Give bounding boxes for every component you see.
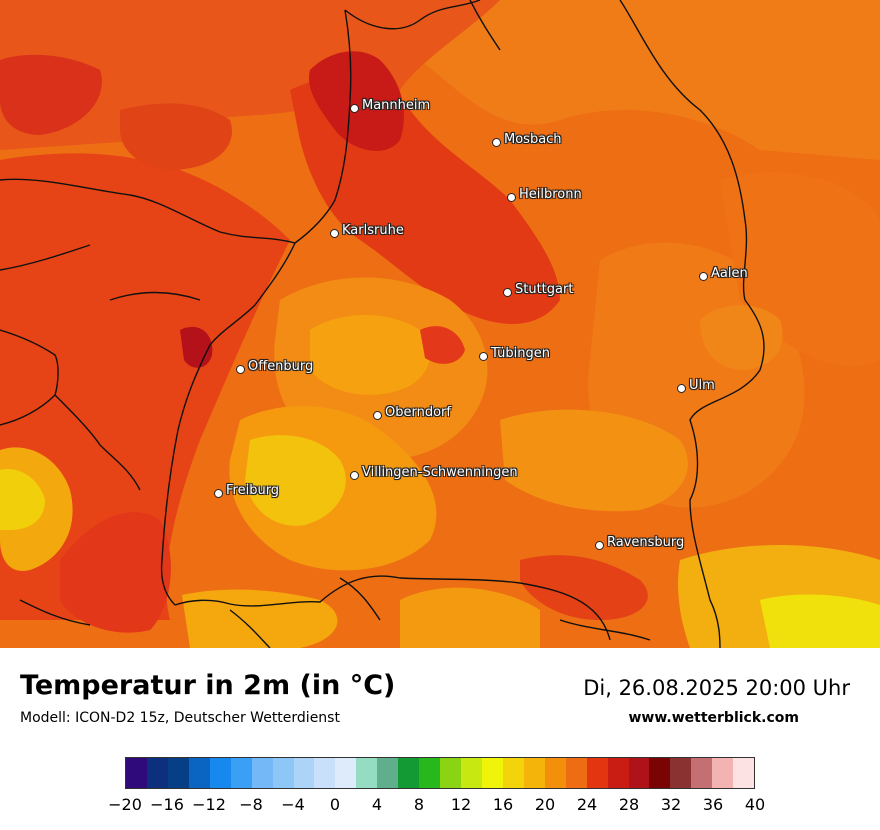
- colorbar-tick-label: 12: [450, 795, 472, 814]
- city-label: Freiburg: [226, 483, 280, 498]
- colorbar-swatch: [272, 758, 294, 788]
- colorbar-swatch: [733, 758, 755, 788]
- city-dot-icon: [507, 193, 516, 202]
- city-label: Tübingen: [491, 346, 550, 361]
- map-title: Temperatur in 2m (in °C): [20, 670, 396, 701]
- colorbar-swatch: [146, 758, 168, 788]
- colorbar-swatch: [230, 758, 252, 788]
- city-label: Stuttgart: [515, 282, 574, 297]
- colorbar-tick-label: −16: [150, 795, 184, 814]
- city-dot-icon: [699, 272, 708, 281]
- colorbar-swatch: [314, 758, 336, 788]
- colorbar-tick-label: 40: [744, 795, 766, 814]
- colorbar-tick-label: −4: [281, 795, 305, 814]
- city-dot-icon: [350, 104, 359, 113]
- website-link[interactable]: www.wetterblick.com: [628, 710, 800, 726]
- colorbar-swatch: [649, 758, 671, 788]
- city-dot-icon: [479, 352, 488, 361]
- city-dot-icon: [677, 384, 686, 393]
- valid-datetime: Di, 26.08.2025 20:00 Uhr: [583, 676, 850, 700]
- city-label: Ravensburg: [607, 535, 685, 550]
- colorbar-swatch: [167, 758, 189, 788]
- city-label: Mannheim: [362, 98, 431, 113]
- colorbar-swatch: [377, 758, 399, 788]
- colorbar-swatch: [628, 758, 650, 788]
- colorbar-tick-label: 28: [618, 795, 640, 814]
- colorbar-swatch: [691, 758, 713, 788]
- city-label: Mosbach: [504, 132, 562, 147]
- colorbar-swatch: [670, 758, 692, 788]
- colorbar-tick-label: 36: [702, 795, 724, 814]
- city-label: Aalen: [711, 266, 748, 281]
- colorbar-tick-label: 32: [660, 795, 682, 814]
- colorbar-swatch: [502, 758, 524, 788]
- colorbar-swatch: [398, 758, 420, 788]
- colorbar-tick-label: 16: [492, 795, 514, 814]
- colorbar-tick-labels: −20 −16 −12 −8 −4 0 4 8 12 16 20 24 28 32 36 40: [108, 795, 765, 817]
- city-dot-icon: [330, 229, 339, 238]
- city-label: Oberndorf: [385, 405, 451, 420]
- colorbar-tick-label: −20: [108, 795, 142, 814]
- temperature-colorbar: [125, 757, 755, 789]
- colorbar-swatch: [251, 758, 273, 788]
- colorbar-swatch: [419, 758, 441, 788]
- colorbar-swatch: [523, 758, 545, 788]
- temperature-map[interactable]: Mannheim Mosbach Heilbronn Karlsruhe Aal…: [0, 0, 880, 648]
- city-label: Karlsruhe: [342, 223, 404, 238]
- colorbar-swatch: [209, 758, 231, 788]
- colorbar-swatch: [188, 758, 210, 788]
- colorbar-swatch: [607, 758, 629, 788]
- city-label: Heilbronn: [519, 187, 582, 202]
- colorbar-swatch: [356, 758, 378, 788]
- city-dot-icon: [373, 411, 382, 420]
- colorbar-tick-label: 0: [329, 795, 341, 814]
- colorbar-swatch: [293, 758, 315, 788]
- colorbar-swatch: [712, 758, 734, 788]
- model-source: Modell: ICON-D2 15z, Deutscher Wetterdie…: [20, 710, 340, 726]
- city-label: Offenburg: [248, 359, 314, 374]
- city-dot-icon: [503, 288, 512, 297]
- colorbar-swatch: [126, 758, 147, 788]
- colorbar-tick-label: 24: [576, 795, 598, 814]
- city-label: Ulm: [689, 378, 715, 393]
- colorbar-swatch: [544, 758, 566, 788]
- city-dot-icon: [350, 471, 359, 480]
- colorbar-tick-label: 8: [413, 795, 425, 814]
- city-dot-icon: [236, 365, 245, 374]
- colorbar-tick-label: −8: [239, 795, 263, 814]
- city-label: Villingen-Schwenningen: [362, 465, 518, 480]
- colorbar-tick-label: −12: [192, 795, 226, 814]
- colorbar-swatch: [440, 758, 461, 788]
- colorbar-tick-label: 20: [534, 795, 556, 814]
- colorbar-swatch: [461, 758, 482, 788]
- city-dot-icon: [492, 138, 501, 147]
- temperature-field: [0, 0, 880, 648]
- colorbar-swatch: [565, 758, 587, 788]
- city-dot-icon: [214, 489, 223, 498]
- colorbar-swatch: [586, 758, 608, 788]
- colorbar-swatch: [481, 758, 503, 788]
- colorbar-swatch: [335, 758, 357, 788]
- city-dot-icon: [595, 541, 604, 550]
- colorbar-tick-label: 4: [371, 795, 383, 814]
